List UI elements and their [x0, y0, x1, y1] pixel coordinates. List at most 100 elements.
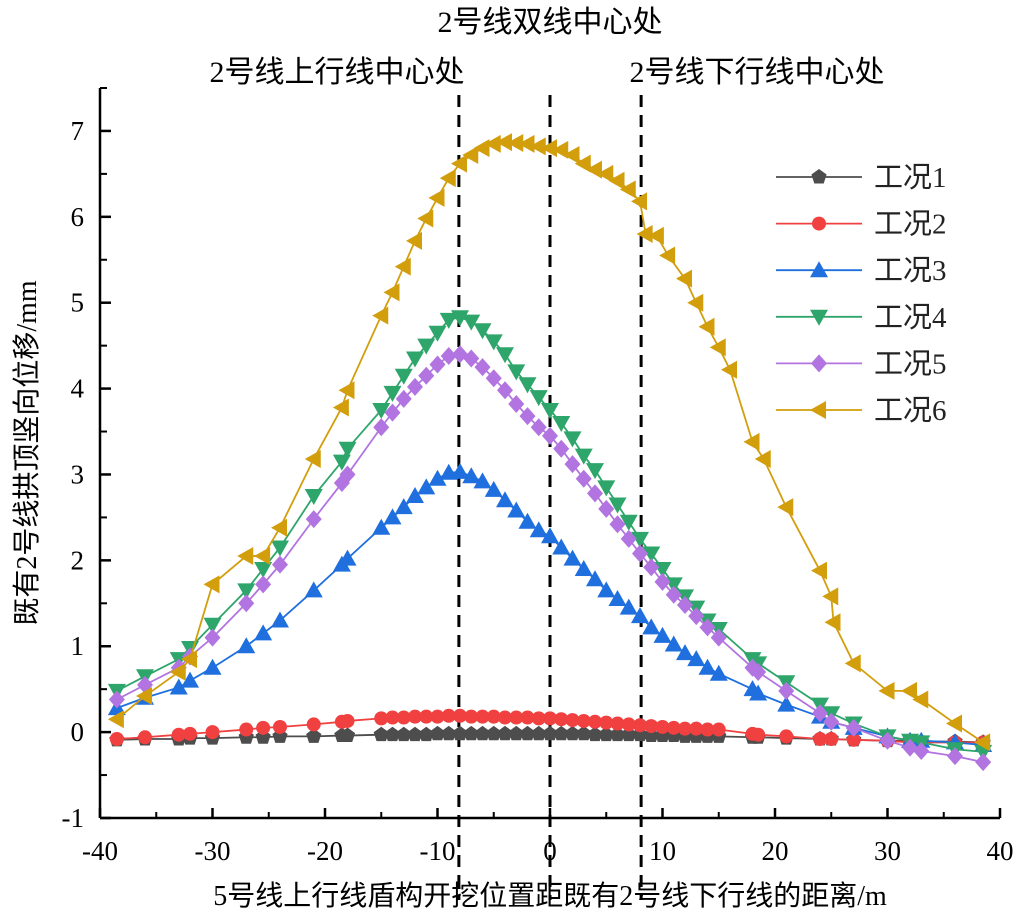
data-point	[484, 480, 503, 497]
data-point	[418, 366, 435, 385]
data-point	[597, 480, 616, 497]
data-point	[271, 611, 289, 628]
data-point	[254, 624, 273, 641]
data-point	[698, 658, 717, 675]
data-point	[374, 711, 389, 726]
data-point	[474, 725, 491, 741]
data-point	[700, 722, 715, 737]
data-point	[136, 687, 152, 706]
data-point	[699, 618, 716, 637]
x-tick-label: 0	[543, 836, 557, 866]
data-point	[171, 727, 186, 742]
y-tick-label: 3	[71, 459, 85, 489]
data-point	[304, 450, 321, 469]
y-tick-label: -1	[62, 803, 85, 833]
data-point	[721, 360, 737, 379]
data-point	[588, 714, 602, 729]
data-point	[564, 455, 581, 474]
data-point	[586, 463, 604, 480]
data-point	[181, 650, 197, 669]
series-3	[107, 462, 993, 752]
data-point	[339, 465, 356, 484]
data-point	[542, 426, 558, 445]
annotation-double-line-center: 2号线双线中心处	[438, 6, 663, 39]
data-point	[655, 719, 670, 734]
data-point	[608, 497, 627, 514]
data-point	[677, 596, 693, 615]
data-point	[647, 226, 664, 245]
data-point	[507, 501, 526, 518]
legend-item: 工况3	[776, 255, 947, 287]
data-point	[419, 709, 434, 724]
data-point	[384, 726, 401, 742]
data-point	[340, 713, 355, 728]
y-axis-label: 既有2号线拱顶竖向位移/mm	[11, 280, 43, 626]
data-point	[711, 722, 726, 737]
data-point	[408, 709, 422, 724]
data-point	[519, 407, 536, 426]
data-point	[901, 681, 917, 700]
data-point	[644, 719, 659, 734]
data-point	[428, 325, 447, 342]
data-point	[878, 681, 895, 700]
data-point	[553, 725, 569, 741]
data-point	[406, 486, 424, 503]
data-point	[406, 351, 424, 368]
data-point	[452, 725, 468, 741]
data-point	[689, 721, 704, 736]
data-point	[428, 188, 445, 207]
data-point	[529, 521, 548, 538]
data-point	[845, 718, 862, 737]
data-point	[271, 540, 289, 557]
data-point	[529, 390, 548, 407]
data-point	[507, 133, 524, 152]
data-point	[429, 355, 446, 374]
data-point	[497, 725, 513, 741]
data-point	[676, 269, 692, 288]
data-point	[844, 654, 861, 673]
data-point	[373, 726, 389, 742]
data-point	[254, 561, 273, 578]
data-point	[563, 431, 582, 448]
data-point	[183, 726, 197, 741]
x-tick-label: -40	[82, 836, 118, 866]
data-point	[811, 561, 827, 580]
data-point	[383, 283, 400, 302]
data-point	[428, 469, 447, 486]
data-point	[751, 727, 766, 742]
legend-label: 工况6	[874, 395, 947, 427]
series-layer	[107, 133, 993, 772]
data-point	[879, 731, 896, 750]
data-point	[464, 709, 479, 724]
legend-item: 工况6	[776, 395, 947, 427]
data-point	[496, 133, 512, 152]
series-5	[108, 345, 992, 772]
data-point	[417, 478, 436, 495]
data-point	[687, 650, 706, 667]
data-point	[824, 613, 841, 632]
data-point	[394, 257, 411, 276]
data-point	[565, 713, 580, 728]
data-point	[109, 731, 124, 746]
data-point	[372, 306, 389, 325]
data-point	[812, 704, 828, 723]
y-tick-label: 5	[71, 288, 85, 318]
data-point	[574, 448, 593, 465]
data-point	[394, 368, 413, 385]
data-point	[384, 403, 401, 422]
data-point	[463, 349, 480, 368]
data-point	[754, 450, 771, 469]
data-point	[654, 572, 671, 591]
data-point	[610, 716, 625, 731]
data-point	[451, 310, 469, 327]
data-point	[946, 714, 962, 733]
data-point	[203, 658, 222, 675]
legend-label: 工况2	[874, 209, 947, 241]
data-point	[417, 338, 436, 355]
data-point	[138, 730, 152, 745]
data-point	[439, 312, 458, 329]
data-point	[451, 462, 469, 479]
legend-label: 工况5	[874, 348, 947, 380]
data-point	[587, 726, 603, 742]
data-point	[484, 334, 503, 351]
